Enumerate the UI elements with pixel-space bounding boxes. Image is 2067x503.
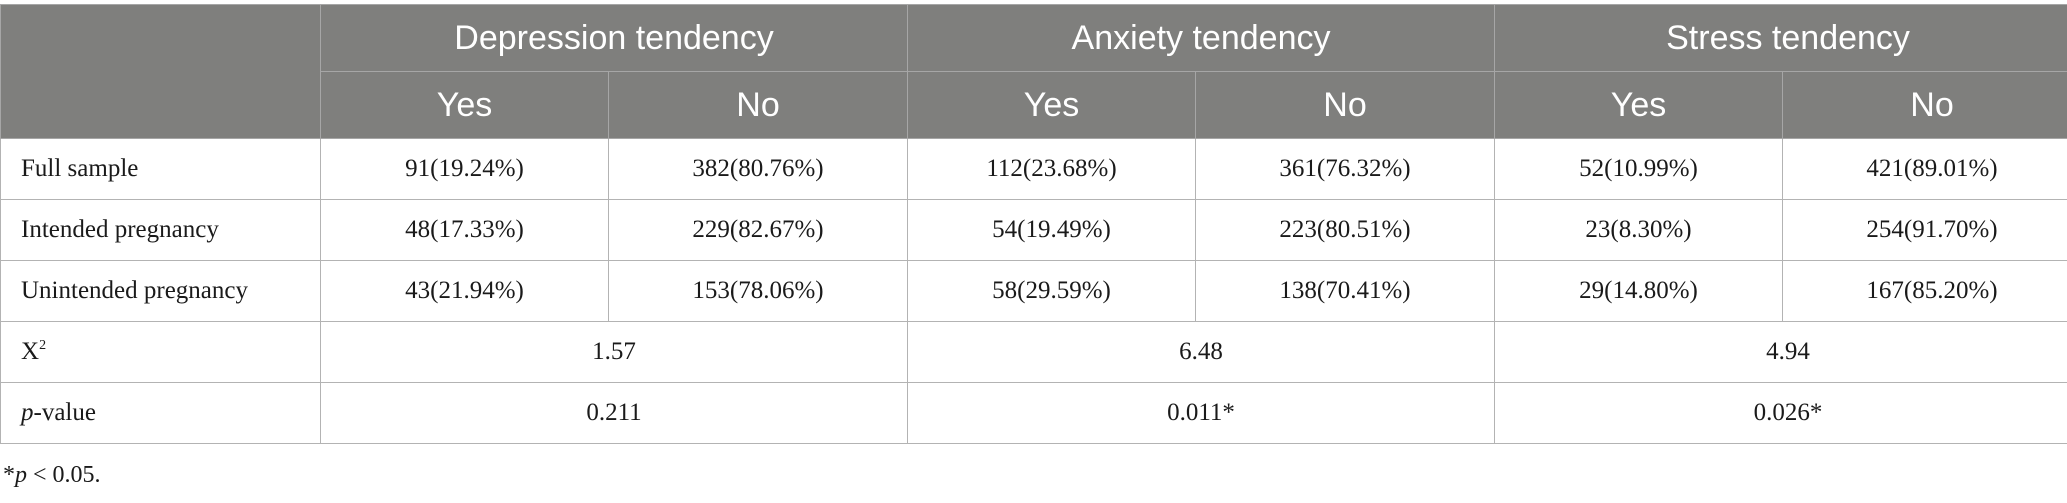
footnote-star: * — [3, 462, 15, 488]
table-cell: 382(80.76%) — [607, 138, 909, 200]
table-row: Intended pregnancy 48(17.33%) 229(82.67%… — [0, 199, 2067, 261]
table-cell: 167(85.20%) — [1782, 260, 2067, 322]
table-cell: 223(80.51%) — [1195, 199, 1496, 261]
corner-cell — [0, 4, 321, 139]
chi-value: 1.57 — [319, 321, 909, 383]
p-value: 0.211 — [319, 382, 909, 444]
table-footnote: *p < 0.05. — [3, 462, 101, 489]
p-value-row: p-value 0.211 0.011* 0.026* — [0, 382, 2067, 444]
subheader-no: No — [1782, 71, 2067, 139]
table-cell: 43(21.94%) — [320, 260, 609, 322]
group-header-anxiety: Anxiety tendency — [907, 4, 1496, 72]
table-cell: 254(91.70%) — [1782, 199, 2067, 261]
subheader-no: No — [1195, 71, 1496, 139]
subheader-yes: Yes — [907, 71, 1197, 139]
footnote-italic-p: p — [15, 462, 27, 488]
row-label: p-value — [0, 382, 321, 444]
table-cell: 54(19.49%) — [907, 199, 1197, 261]
row-label: Unintended pregnancy — [0, 260, 321, 322]
table-cell: 91(19.24%) — [320, 138, 609, 200]
table-cell: 138(70.41%) — [1195, 260, 1496, 322]
table-cell: 361(76.32%) — [1195, 138, 1496, 200]
group-header-row: Depression tendency Anxiety tendency Str… — [0, 4, 2067, 139]
table-cell: 229(82.67%) — [607, 199, 909, 261]
row-label: Intended pregnancy — [0, 199, 321, 261]
chi-superscript: 2 — [39, 338, 47, 353]
results-table: Depression tendency Anxiety tendency Str… — [0, 4, 2067, 444]
subheader-no: No — [607, 71, 909, 139]
row-label: Full sample — [0, 138, 321, 200]
subheader-row: Yes No Yes No Yes No — [1, 71, 2067, 139]
table-cell: 421(89.01%) — [1782, 138, 2067, 200]
subheader-yes: Yes — [320, 71, 609, 139]
p-label-rest: -value — [33, 399, 96, 426]
p-value: 0.011* — [907, 382, 1496, 444]
footnote-text: < 0.05. — [27, 462, 101, 488]
table-cell: 23(8.30%) — [1494, 199, 1784, 261]
table-cell: 112(23.68%) — [907, 138, 1197, 200]
chi-value: 4.94 — [1494, 321, 2067, 383]
row-label: X2 — [0, 321, 321, 383]
chi-label: X — [21, 338, 40, 365]
p-italic: p — [21, 399, 34, 426]
subheader-yes: Yes — [1494, 71, 1784, 139]
table-cell: 153(78.06%) — [607, 260, 909, 322]
group-header-stress: Stress tendency — [1494, 4, 2067, 72]
p-value: 0.026* — [1494, 382, 2067, 444]
table-cell: 48(17.33%) — [320, 199, 609, 261]
table-cell: 58(29.59%) — [907, 260, 1197, 322]
group-header-depression: Depression tendency — [319, 4, 909, 72]
table-cell: 29(14.80%) — [1494, 260, 1784, 322]
table-row: Unintended pregnancy 43(21.94%) 153(78.0… — [0, 260, 2067, 322]
table-row: Full sample 91(19.24%) 382(80.76%) 112(2… — [0, 138, 2067, 200]
table-cell: 52(10.99%) — [1494, 138, 1784, 200]
chi-value: 6.48 — [907, 321, 1496, 383]
chi-square-row: X2 1.57 6.48 4.94 — [0, 321, 2067, 383]
